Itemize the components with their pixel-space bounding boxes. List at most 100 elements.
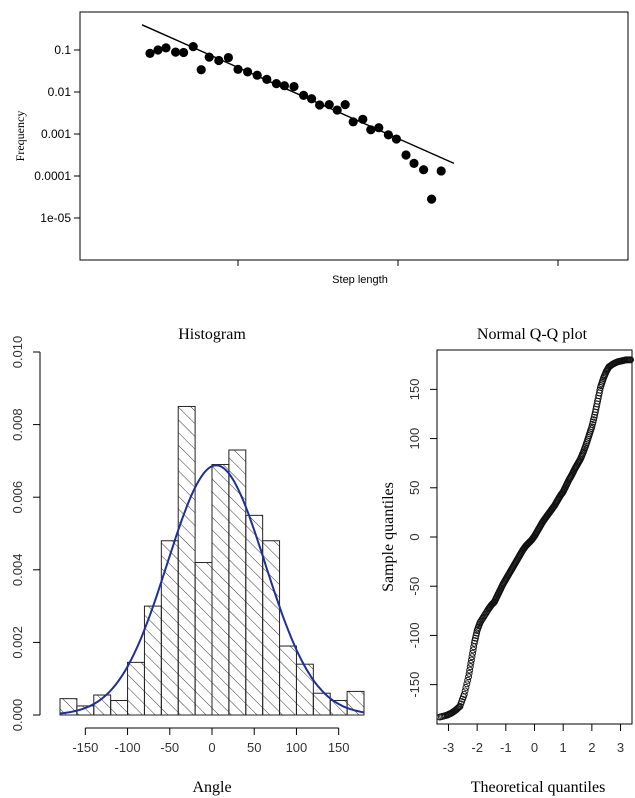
chart-title: Histogram [178,326,246,343]
y-tick-label: 0.008 [10,408,25,441]
x-tick-label: -100 [115,740,141,755]
histogram-bar [295,663,314,716]
data-point [279,81,289,91]
qq-point [468,653,476,661]
qq-point [464,676,472,684]
x-tick-label: -1 [500,740,512,755]
y-tick-label: -150 [407,672,422,698]
qq-plot-chart: Normal Q-Q plot -150 -100 -50 0 50 100 150 -3 -2 -… [380,326,635,796]
data-point [204,52,214,62]
data-point [214,55,224,66]
data-point [271,79,281,89]
x-tick-label: 100 [286,740,308,755]
data-point [358,114,368,124]
histogram-bar [211,464,230,716]
y-tick-label: 0.001 [41,127,71,141]
histogram-bar [279,645,297,716]
loglog-frame [79,11,629,261]
x-tick-label: 50 [247,740,261,755]
y-tick-label: 0.0001 [34,169,71,183]
x-axis-label: Step length [332,274,388,286]
y-tick-label: -50 [407,577,422,596]
data-point [348,117,358,127]
qq-point [461,687,469,695]
x-tick-label: -3 [443,740,455,755]
y-tick-label: 0.002 [10,626,25,659]
data-point [307,94,317,104]
qq-point [466,663,474,671]
y-tick-label: 0.01 [48,85,72,99]
histogram-bar [177,405,196,716]
qq-point [467,656,475,664]
data-point [262,74,272,84]
qq-point [460,691,468,698]
qq-point [471,634,479,642]
x-tick-label: 2 [588,740,595,755]
y-tick-label: 0.004 [10,554,25,587]
loglog-chart: 0.1 0.01 0.001 0.0001 1e-05 Step length Freque… [13,11,629,286]
data-point [161,43,171,53]
qq-point [469,649,477,657]
data-point [340,100,350,110]
histogram-bar [262,540,281,716]
data-point [243,67,253,77]
y-tick-label: 0.010 [10,336,25,369]
y-tick-label: 100 [407,428,422,450]
data-point [145,48,155,58]
density-curve [59,464,365,715]
y-tick-label: 0.006 [10,481,25,514]
x-tick-label: 0 [208,740,215,755]
data-point [299,90,309,100]
qq-point [467,659,475,667]
x-tick-label: 150 [328,740,350,755]
qq-point [465,669,473,677]
data-point [366,125,376,135]
y-tick-label: 0 [407,533,422,540]
y-tick-label: 0.000 [10,699,25,732]
data-point [252,70,262,80]
x-axis-label: Angle [192,779,231,796]
y-tick-label: -100 [407,622,422,648]
qq-point [596,386,604,394]
data-point [383,130,393,140]
histogram-bar [194,562,213,716]
y-tick-label: 0.1 [54,43,71,57]
data-point [196,65,206,75]
data-point [436,166,446,176]
data-point [153,45,163,55]
data-point [233,64,243,74]
data-point [188,42,198,52]
y-tick-label: 1e-05 [40,211,71,225]
x-tick-label: -2 [471,740,483,755]
y-tick-label: 150 [407,379,422,401]
data-point [223,52,233,63]
x-tick-label: -50 [160,740,179,755]
qq-point [463,680,471,688]
data-point [427,194,437,204]
data-point [289,81,299,92]
x-tick-label: 3 [617,740,624,755]
y-tick-label: 50 [407,481,422,495]
chart-title: Normal Q-Q plot [477,326,588,343]
qq-point [470,639,478,647]
data-point [315,100,325,110]
data-point [179,47,189,58]
data-point [419,165,429,175]
qq-point [472,632,480,640]
y-axis-label: Frequency [13,111,27,162]
data-point [391,134,401,144]
qq-point [466,666,474,674]
data-point [171,47,181,57]
histogram-bar [127,661,145,716]
data-point [409,158,419,168]
data-point [332,105,342,115]
histogram-bar [160,540,179,716]
y-axis-label: Sample quantiles [380,482,397,592]
x-tick-label: -150 [72,740,98,755]
x-tick-label: 1 [560,740,567,755]
histogram-bar [110,699,129,716]
data-point [324,100,334,110]
histogram-chart: Histogram 0.000 0.002 0.004 0.006 0.008 0.010 -… [10,326,365,796]
qq-point [627,356,635,364]
